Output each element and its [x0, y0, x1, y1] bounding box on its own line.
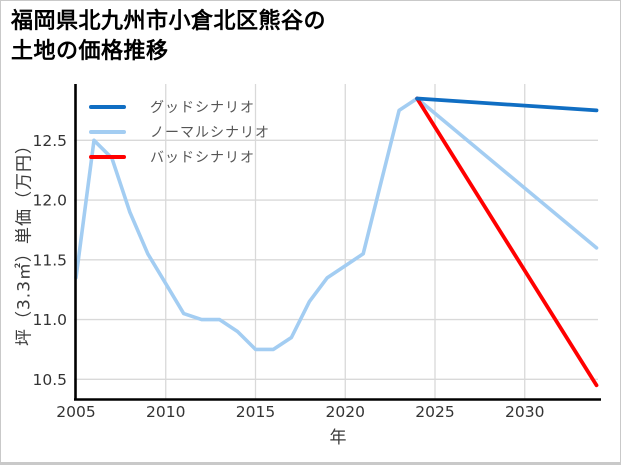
legend-label-bad-scenario: バッドシナリオ [150, 149, 255, 166]
legend-swatch-bad-scenario [89, 154, 126, 159]
x-axis-title: 年 [329, 428, 347, 448]
chart-title-line1: 福岡県北九州市小倉北区熊谷の [11, 9, 327, 34]
x-tick-label: 2025 [415, 403, 454, 421]
x-tick-label: 2020 [326, 403, 365, 421]
y-tick-label: 11.0 [32, 311, 67, 329]
chart-legend: グッドシナリオ ノーマルシナリオ バッドシナリオ [89, 94, 270, 169]
y-tick-label: 10.5 [32, 371, 67, 389]
y-tick-label: 12.5 [32, 132, 67, 150]
y-tick-label: 11.5 [32, 251, 67, 269]
legend-item-good-scenario: グッドシナリオ [89, 94, 270, 119]
chart-title-line2: 土地の価格推移 [11, 39, 169, 65]
y-axis-title: 坪（3.3㎡）単価（万円） [14, 135, 35, 347]
legend-swatch-normal-scenario [89, 129, 126, 134]
legend-item-normal-scenario: ノーマルシナリオ [89, 119, 270, 144]
bad-scenario-forecast-line [415, 96, 599, 388]
legend-label-good-scenario: グッドシナリオ [150, 99, 255, 116]
good-scenario-forecast-line [415, 96, 599, 113]
history-and-normal-scenario-line [74, 96, 599, 352]
y-tick-label: 12.0 [32, 192, 67, 210]
x-tick-label: 2030 [505, 403, 544, 421]
legend-label-normal-scenario: ノーマルシナリオ [150, 124, 270, 141]
x-tick-label: 2005 [56, 403, 95, 421]
chart-title: 福岡県北九州市小倉北区熊谷の 土地の価格推移 [11, 7, 326, 68]
legend-item-bad-scenario: バッドシナリオ [89, 144, 270, 169]
x-tick-label: 2010 [146, 403, 185, 421]
legend-swatch-good-scenario [89, 104, 126, 109]
x-tick-label: 2015 [236, 403, 275, 421]
